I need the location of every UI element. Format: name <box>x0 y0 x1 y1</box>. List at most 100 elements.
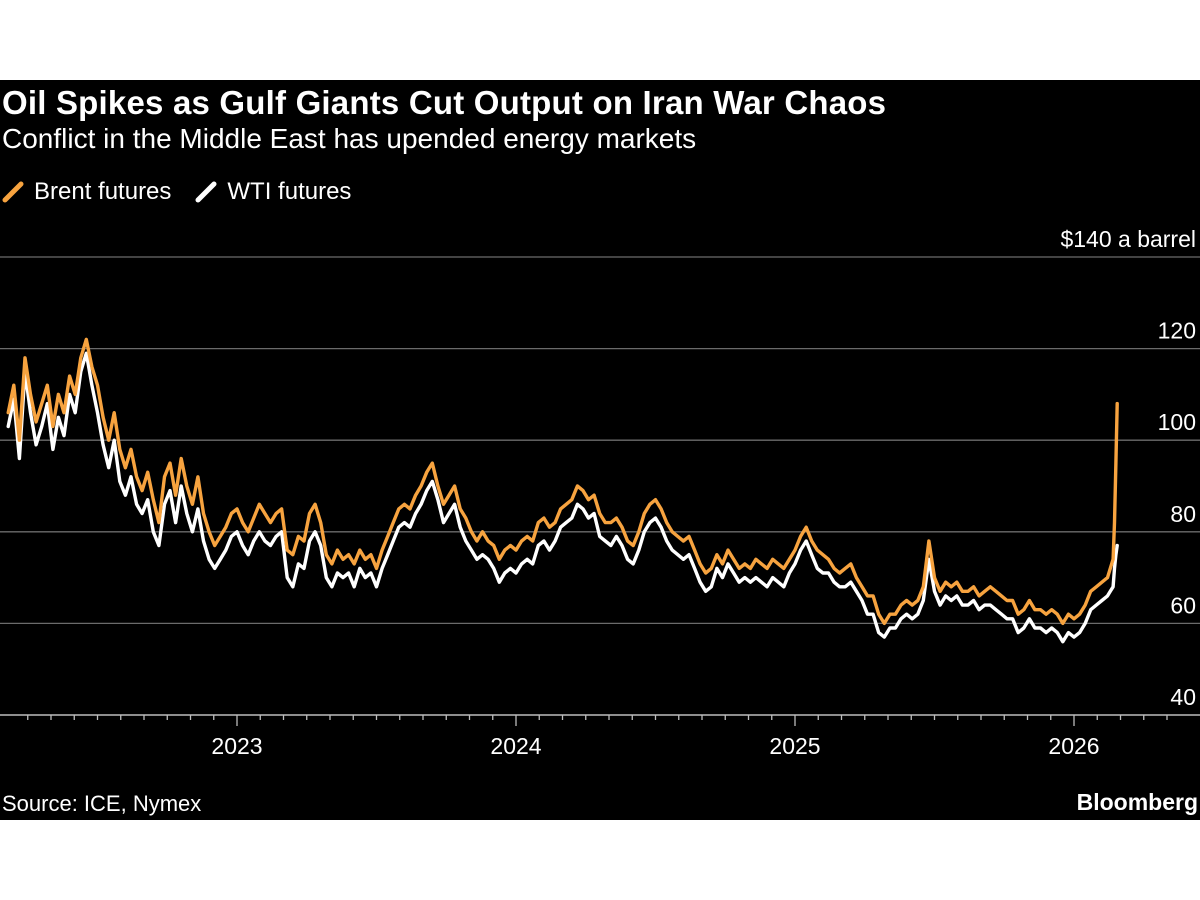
brent-point-136 <box>766 567 768 570</box>
brent-point-65 <box>370 553 372 556</box>
wti-point-116 <box>654 517 657 519</box>
wti-point-73 <box>414 512 417 515</box>
wti-point-27 <box>158 544 160 547</box>
wti-point-196 <box>1101 599 1103 602</box>
brent-point-58 <box>331 563 333 565</box>
brent-point-108 <box>610 521 612 524</box>
chart-panel: Oil Spikes as Gulf Giants Cut Output on … <box>0 80 1200 820</box>
legend-item-wti: WTI futures <box>195 178 351 206</box>
brent-point-125 <box>704 572 707 574</box>
wti-point-105 <box>593 512 595 515</box>
brent-point-150 <box>844 567 847 570</box>
brent-point-130 <box>732 558 735 561</box>
wti-point-72 <box>409 526 411 529</box>
wti-point-26 <box>152 531 155 533</box>
wti-point-45 <box>258 531 261 533</box>
wti-point-161 <box>905 613 908 616</box>
brent-point-26 <box>152 498 155 501</box>
brent-point-98 <box>554 521 556 524</box>
wti-point-50 <box>286 576 289 579</box>
wti-point-163 <box>916 613 919 616</box>
legend-label-brent: Brent futures <box>34 178 172 205</box>
wti-point-173 <box>972 599 975 602</box>
brent-point-169 <box>950 585 953 588</box>
wti-point-159 <box>894 627 897 629</box>
brent-point-39 <box>225 526 227 529</box>
brent-point-188 <box>1056 613 1059 616</box>
wti-point-120 <box>677 553 679 556</box>
wti-point-157 <box>883 636 886 638</box>
brent-point-32 <box>185 485 188 487</box>
wti-point-48 <box>275 535 277 538</box>
brent-point-142 <box>799 535 802 538</box>
brent-point-163 <box>916 599 919 602</box>
brent-point-72 <box>409 508 411 510</box>
wti-point-178 <box>1000 613 1003 616</box>
brent-point-14 <box>85 338 88 341</box>
wti-point-37 <box>213 567 216 570</box>
brent-point-42 <box>241 521 244 524</box>
brent-point-9 <box>57 393 60 396</box>
brent-point-63 <box>358 549 361 551</box>
brent-point-156 <box>877 613 880 616</box>
brent-point-40 <box>230 512 233 515</box>
brent-point-83 <box>470 531 473 533</box>
brent-point-177 <box>995 590 997 593</box>
brent-point-139 <box>783 567 785 570</box>
source-note: Source: ICE, Nymex <box>2 791 202 816</box>
brent-point-127 <box>716 553 718 556</box>
brent-point-47 <box>269 521 272 524</box>
wti-point-148 <box>833 581 835 583</box>
brent-point-79 <box>448 494 450 496</box>
brent-point-161 <box>905 599 908 602</box>
wti-point-158 <box>889 627 891 629</box>
brent-point-34 <box>197 476 199 478</box>
brent-point-18 <box>107 439 110 442</box>
y-tick-label-60: 60 <box>1170 592 1196 618</box>
wti-point-168 <box>944 595 947 597</box>
wti-point-138 <box>777 581 780 583</box>
wti-point-77 <box>437 498 439 501</box>
wti-point-151 <box>850 581 852 583</box>
wti-point-108 <box>610 544 612 547</box>
wti-point-51 <box>292 585 294 588</box>
brent-point-17 <box>102 416 104 419</box>
wti-point-97 <box>548 549 551 551</box>
wti-point-110 <box>621 544 623 547</box>
y-tick-label-80: 80 <box>1170 501 1196 527</box>
brent-point-141 <box>794 549 796 551</box>
brent-point-178 <box>1000 595 1003 597</box>
brent-point-96 <box>543 517 545 519</box>
wti-point-162 <box>911 618 913 620</box>
brent-point-183 <box>1028 599 1031 602</box>
wti-point-140 <box>788 572 791 574</box>
wti-point-29 <box>169 489 171 492</box>
brent-point-113 <box>637 531 640 533</box>
wti-legend-slash-icon <box>195 181 217 203</box>
brent-point-112 <box>632 544 634 547</box>
brent-point-202 <box>1116 402 1119 405</box>
brent-point-106 <box>598 512 601 515</box>
brent-point-129 <box>727 549 729 551</box>
brent-point-35 <box>202 512 205 515</box>
wti-point-169 <box>950 599 953 602</box>
bloomberg-logo: Bloomberg <box>1076 789 1198 815</box>
brent-point-172 <box>967 590 969 593</box>
wti-point-19 <box>113 439 116 442</box>
brent-point-90 <box>509 544 512 547</box>
chart-subtitle: Conflict in the Middle East has upended … <box>2 123 697 154</box>
wti-point-21 <box>124 494 127 496</box>
wti-point-134 <box>755 576 757 579</box>
brent-point-185 <box>1039 608 1042 611</box>
brent-point-144 <box>810 540 813 542</box>
wti-point-20 <box>119 480 121 483</box>
wti-point-145 <box>816 567 819 570</box>
brent-point-182 <box>1022 608 1025 611</box>
wti-point-12 <box>74 411 76 414</box>
wti-point-60 <box>342 576 344 579</box>
wti-point-30 <box>174 521 177 524</box>
wti-point-16 <box>96 411 99 414</box>
wti-point-84 <box>476 558 478 561</box>
brent-point-100 <box>565 503 568 506</box>
brent-point-146 <box>822 553 824 556</box>
